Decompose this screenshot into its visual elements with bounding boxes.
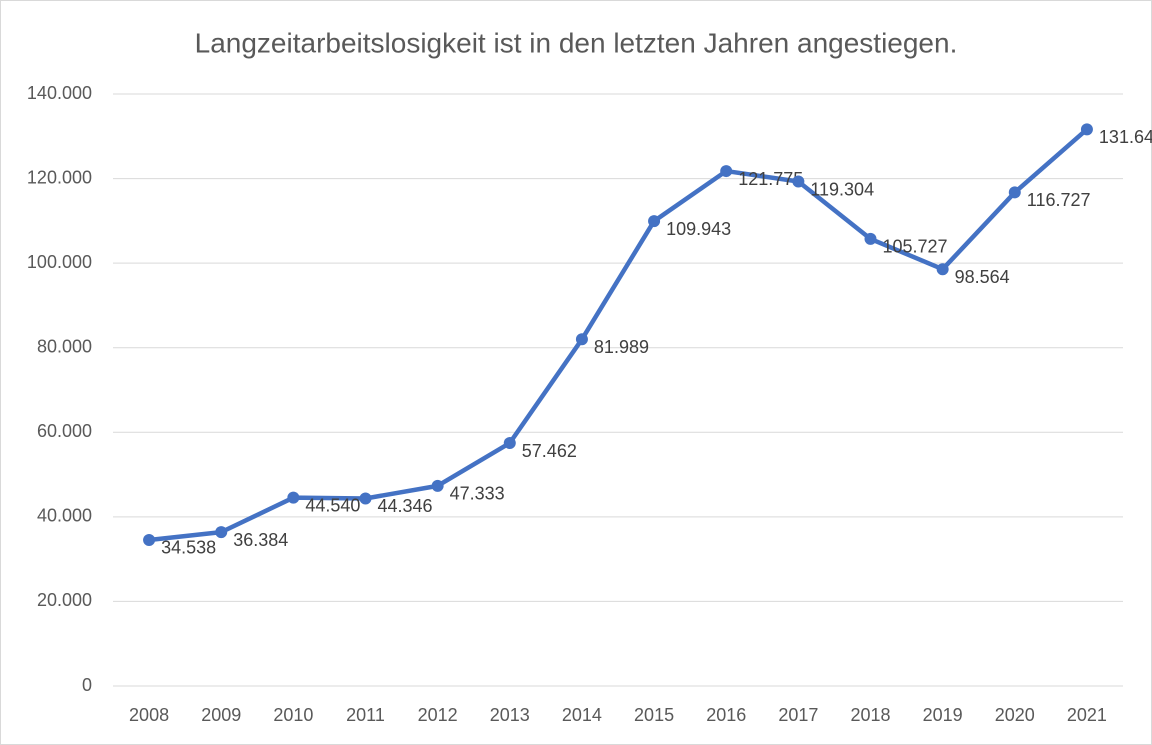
line <box>148 127 1089 543</box>
y-tick-label: 120.000 <box>27 167 92 187</box>
point <box>792 175 805 188</box>
data-label: 119.304 <box>810 179 874 199</box>
x-tick-label: 2016 <box>706 705 746 725</box>
data-label: 44.540 <box>305 495 360 515</box>
data-label: 44.346 <box>378 496 433 516</box>
x-tick-label: 2015 <box>634 705 674 725</box>
x-tick-label: 2020 <box>995 705 1035 725</box>
y-tick-label: 80.000 <box>37 336 92 356</box>
x-tick-label: 2009 <box>201 705 241 725</box>
point <box>936 263 949 276</box>
chart-title: Langzeitarbeitslosigkeit ist in den letz… <box>195 27 958 58</box>
data-label: 121.775 <box>738 169 803 189</box>
y-tick-label: 40.000 <box>37 506 92 526</box>
point <box>503 437 516 450</box>
x-tick-label: 2017 <box>778 705 818 725</box>
data-label: 81.989 <box>594 337 649 357</box>
x-tick-label: 2010 <box>273 705 313 725</box>
point <box>143 533 156 546</box>
y-tick-label: 140.000 <box>27 83 92 103</box>
data-label: 57.462 <box>522 441 577 461</box>
point <box>720 165 733 178</box>
x-tick-label: 2018 <box>850 705 890 725</box>
point <box>1080 123 1093 136</box>
data-label: 105.727 <box>883 237 948 257</box>
data-label: 116.727 <box>1027 190 1091 210</box>
x-tick-label: 2012 <box>418 705 458 725</box>
y-tick-label: 60.000 <box>37 421 92 441</box>
x-tick-label: 2019 <box>923 705 963 725</box>
data-label: 36.384 <box>233 530 288 550</box>
data-label: 98.564 <box>955 267 1010 287</box>
y-tick-label: 100.000 <box>27 252 92 272</box>
x-tick-label: 2013 <box>490 705 530 725</box>
point <box>864 232 877 245</box>
point <box>359 492 372 505</box>
point <box>431 479 444 492</box>
point <box>287 491 300 504</box>
point <box>1008 186 1021 199</box>
data-label: 131.642 <box>1099 127 1152 147</box>
point <box>648 215 661 228</box>
y-tick-label: 20.000 <box>37 590 92 610</box>
point <box>575 333 588 346</box>
point <box>215 526 228 539</box>
y-tick-label: 0 <box>82 675 92 695</box>
x-tick-label: 2014 <box>562 705 602 725</box>
data-label: 109.943 <box>666 219 731 239</box>
x-tick-label: 2008 <box>129 705 169 725</box>
data-label: 34.538 <box>161 538 216 558</box>
x-tick-label: 2021 <box>1067 705 1107 725</box>
x-tick-label: 2011 <box>346 705 385 725</box>
data-label: 47.333 <box>450 484 505 504</box>
